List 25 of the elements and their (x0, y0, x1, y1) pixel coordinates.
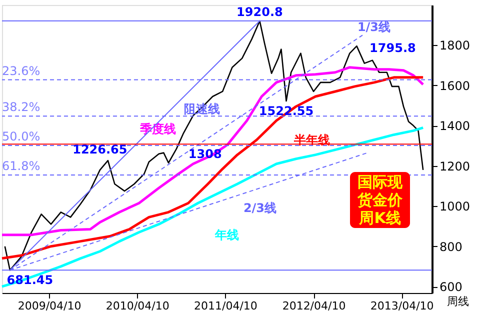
annotation: 国际现货金价周K线 (356, 173, 404, 227)
annotation: 1795.8 (370, 41, 416, 56)
x-tick-label: 2013/04/10 (370, 300, 434, 312)
annotation: 1920.8 (236, 4, 283, 19)
series-label: 1/3线 (357, 20, 391, 34)
text: 季度线 (139, 122, 176, 136)
x-tick-label: 2010/04/10 (106, 300, 170, 312)
y-tick-label: 1200 (440, 159, 470, 174)
y-tick-label: 1800 (440, 38, 470, 53)
y-tick-label: 600 (440, 280, 462, 294)
text: 年线 (214, 228, 239, 242)
annotation: 38.2% (2, 100, 40, 114)
annotation: 1226.65 (72, 142, 128, 157)
annotation: 23.6% (2, 64, 40, 78)
x-tick-label: 2011/04/10 (194, 300, 258, 312)
series-label: 2/3线 (243, 201, 277, 215)
y-tick-label: 1000 (440, 200, 470, 214)
text: 周线 (447, 295, 469, 308)
x-tick-label: 2009/04/10 (18, 300, 82, 312)
y-tick-label: 800 (440, 240, 462, 254)
annotation: 50.0% (2, 130, 40, 144)
annotation: 61.8% (2, 158, 40, 173)
x-tick-label: 2012/04/10 (282, 300, 346, 312)
y-tick-label: 1400 (440, 119, 470, 134)
y-tick-label: 1600 (440, 78, 470, 93)
